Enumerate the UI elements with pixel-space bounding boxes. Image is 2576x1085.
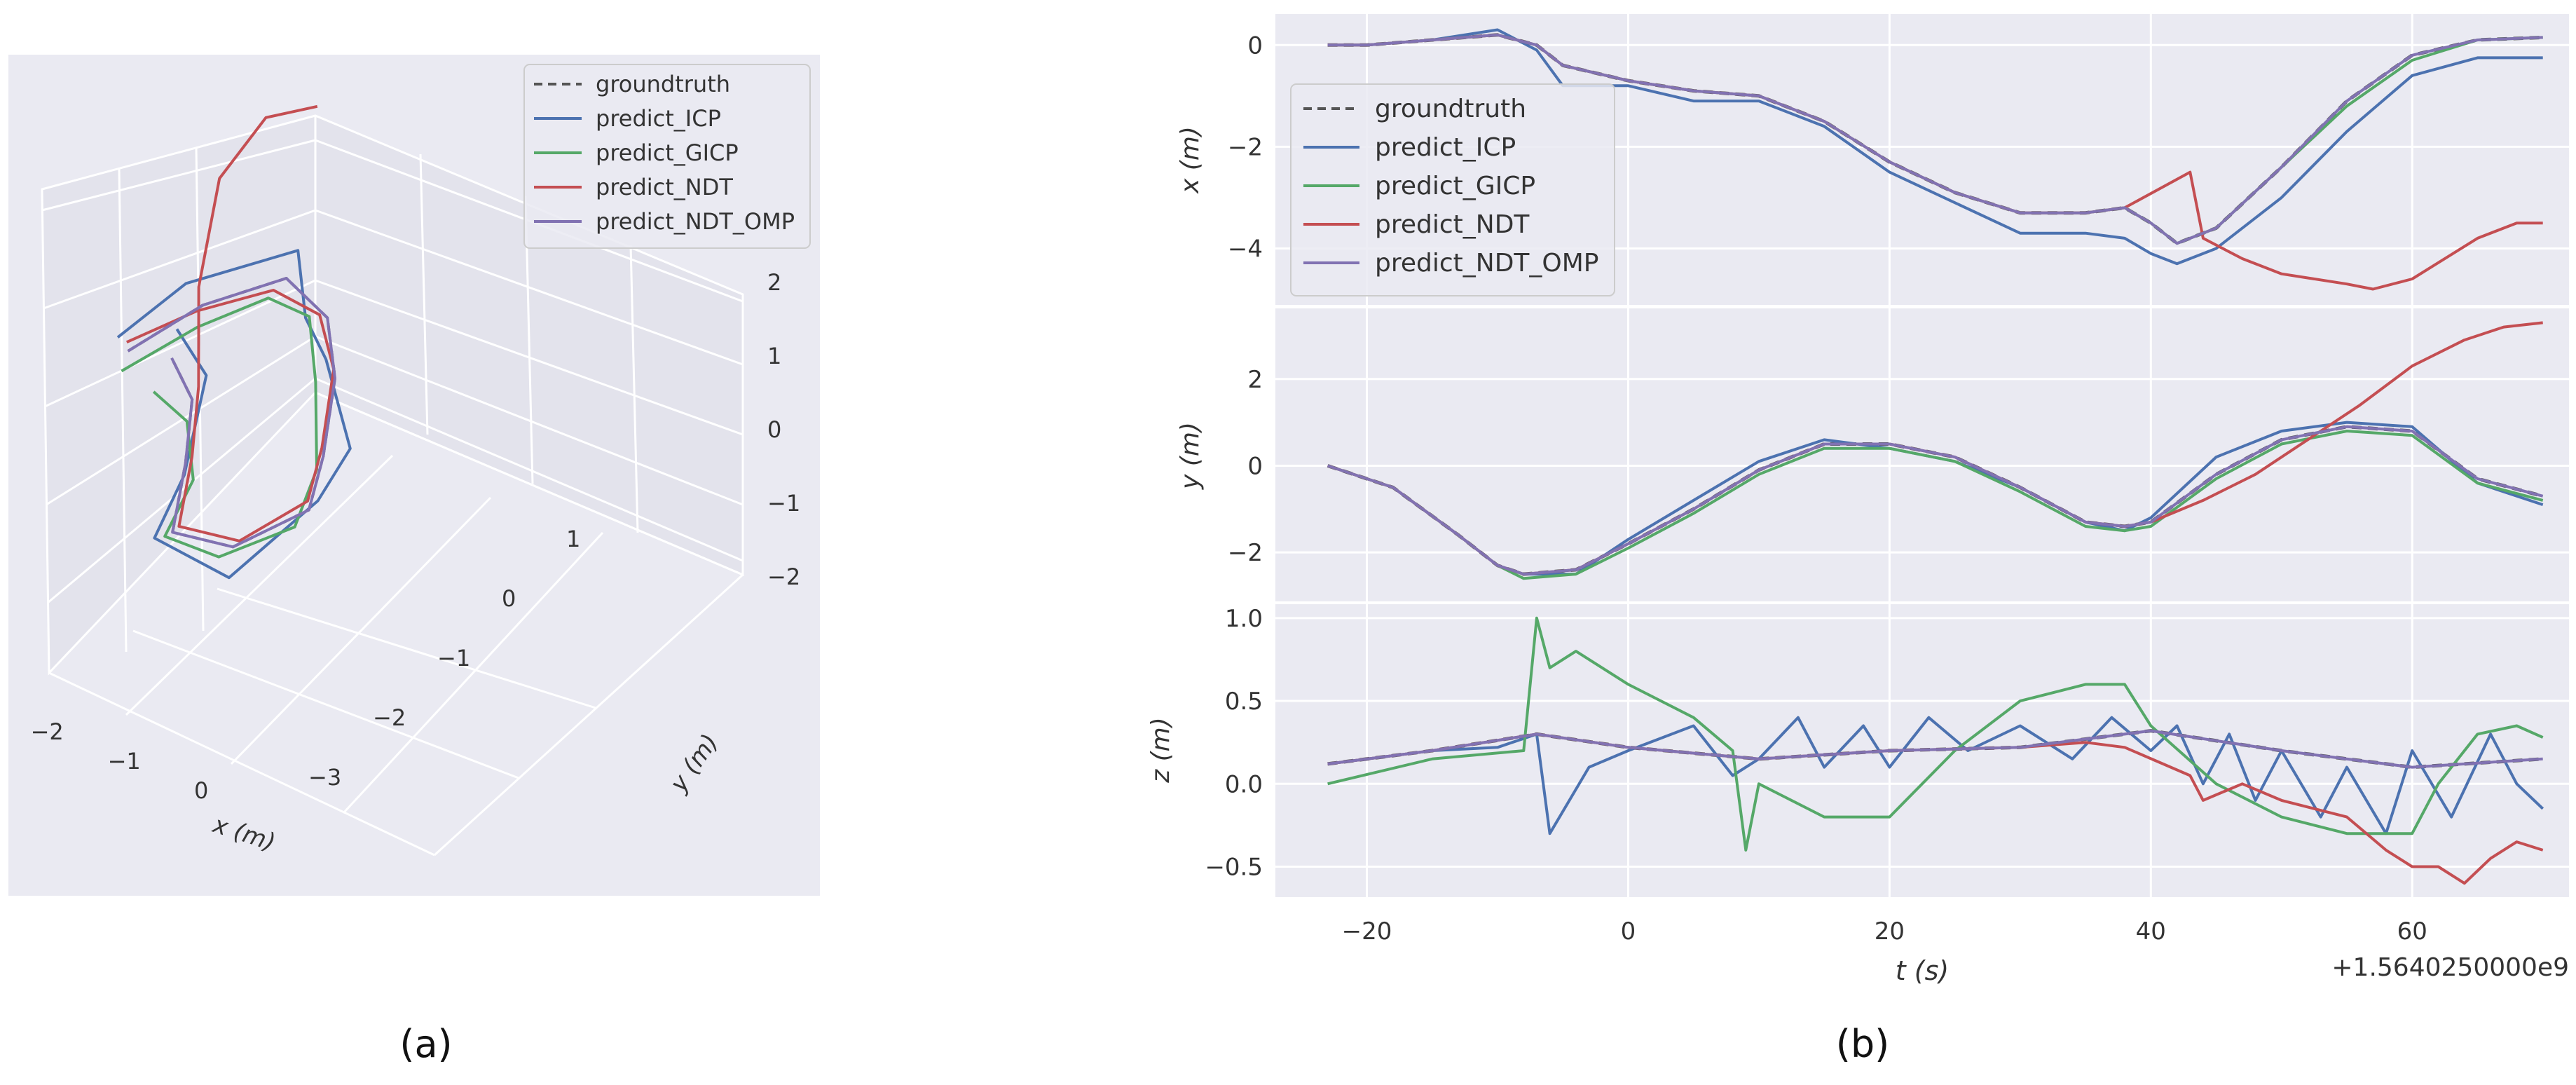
- x3d-tick-label: −1: [108, 748, 141, 774]
- series-3d-predict-icp: [116, 249, 352, 580]
- legend-b-label-icp: predict_ICP: [1375, 133, 1516, 162]
- x-tick-label: −20: [1342, 917, 1392, 946]
- subplot-y: 2 0 −2 y (m): [1176, 308, 2569, 601]
- y3d-tick-label: −2: [373, 704, 406, 731]
- subplot-x-series: [1327, 28, 2543, 291]
- panel-b-caption: (b): [1836, 1022, 1889, 1066]
- z3d-tick-label: 0: [767, 416, 781, 443]
- z3d-tick-label: −1: [767, 490, 800, 517]
- y-tick-label: −2: [1228, 539, 1263, 567]
- subplot-y-yticks: 2 0 −2: [1228, 366, 1263, 567]
- panel-a-legend: groundtruth predict_ICP predict_GICP pre…: [523, 64, 811, 249]
- series-line-predict-ndt-omp: [1327, 33, 2543, 245]
- z3d-tick-label: 1: [767, 343, 781, 369]
- x-tick-label: 60: [2397, 917, 2427, 946]
- series-line-predict-icp: [1327, 716, 2544, 835]
- y3d-tick-label: −3: [308, 764, 341, 791]
- y-tick-label: −4: [1228, 235, 1263, 263]
- series-line-predict-gicp: [1327, 616, 2544, 852]
- legend-a-label-icp: predict_ICP: [596, 105, 721, 132]
- series-line-predict-gicp: [1327, 430, 2544, 580]
- y-tick-label: 0: [1247, 452, 1263, 480]
- panel-a-caption: (a): [399, 1022, 452, 1066]
- subplot-z-hgrid: [1275, 617, 2569, 868]
- series-line-predict-ndt-omp: [1327, 729, 2543, 769]
- panel-b-legend: groundtruth predict_ICP predict_GICP pre…: [1290, 83, 1615, 296]
- y3d-tick-label: −1: [437, 645, 470, 671]
- subplot-y-series: [1327, 321, 2544, 580]
- subplot-x-ylabel: x (m): [1176, 126, 1205, 194]
- y-tick-label: −2: [1228, 133, 1263, 161]
- legend-a-label-ndt: predict_NDT: [596, 174, 733, 200]
- panel-a-pane-grid: [41, 114, 744, 857]
- z3d-tick-label: −2: [767, 564, 800, 590]
- y-tick-label: −0.5: [1205, 854, 1263, 882]
- legend-b-label-groundtruth: groundtruth: [1375, 95, 1526, 123]
- legend-a-label-gicp: predict_GICP: [596, 139, 739, 166]
- subplot-z-series: [1327, 616, 2544, 885]
- y3d-tick-label: 1: [566, 526, 580, 552]
- subplot-z-xticks: −20 0 20 40 60: [1342, 917, 2427, 946]
- y-tick-label: 2: [1247, 366, 1263, 394]
- y3d-tick-label: 0: [502, 585, 516, 612]
- legend-b-label-ndt-omp: predict_NDT_OMP: [1375, 249, 1599, 278]
- x-tick-label: 40: [2136, 917, 2166, 946]
- z3d-tick-label: 2: [767, 269, 781, 296]
- panel-a-legend-box: [523, 64, 811, 249]
- subplot-y-hgrid: [1275, 378, 2569, 554]
- subplot-z-xlabel: t (s): [1896, 955, 1949, 986]
- legend-a-label-ndt-omp: predict_NDT_OMP: [596, 208, 795, 235]
- subplot-z: 1.0 0.5 0.0 −0.5 −20 0 20 40 60 z (m) t (s) +1.…: [1146, 604, 2569, 986]
- subplot-z-ylabel: z (m): [1146, 717, 1175, 784]
- panel-a-series-group: [116, 104, 352, 580]
- y-tick-label: 1.0: [1225, 605, 1263, 633]
- series-3d-predict-ndt: [125, 104, 336, 542]
- legend-b-label-ndt: predict_NDT: [1375, 210, 1530, 239]
- y-tick-label: 0: [1247, 32, 1263, 60]
- x3d-tick-label: 0: [194, 777, 208, 804]
- x3d-tick-label: −2: [31, 718, 64, 745]
- y-tick-label: 0.5: [1225, 688, 1263, 716]
- legend-b-label-gicp: predict_GICP: [1375, 172, 1535, 200]
- subplot-x: 0 −2 −4 x (m) groundtruth predict_ICP pred…: [1176, 14, 2569, 305]
- x-tick-label: 0: [1621, 917, 1636, 946]
- legend-a-label-groundtruth: groundtruth: [596, 71, 730, 97]
- panel-b-time-series: 0 −2 −4 x (m) groundtruth predict_ICP pred…: [1146, 14, 2569, 986]
- series-line-predict-ndt-omp: [1327, 425, 2544, 576]
- panel-b-legend-box: [1290, 83, 1615, 296]
- x-tick-label: 20: [1875, 917, 1905, 946]
- subplot-x-yticks: 0 −2 −4: [1228, 32, 1263, 263]
- subplot-y-ylabel: y (m): [1176, 422, 1205, 490]
- y-tick-label: 0.0: [1225, 770, 1263, 798]
- series-3d-predict-gicp: [121, 296, 318, 559]
- series-3d-predict-ndt-omp: [127, 277, 336, 549]
- subplot-z-yticks: 1.0 0.5 0.0 −0.5: [1205, 605, 1263, 882]
- subplot-z-offset-label: +1.5640250000e9: [2331, 953, 2569, 982]
- series-line-predict-icp: [1327, 28, 2543, 266]
